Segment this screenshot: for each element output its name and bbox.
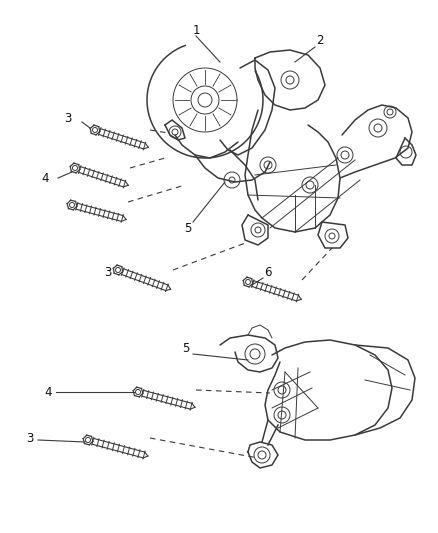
Text: 4: 4 (41, 172, 49, 184)
Text: 2: 2 (316, 34, 324, 46)
Text: 1: 1 (192, 23, 200, 36)
Text: 5: 5 (184, 222, 192, 235)
Text: 6: 6 (264, 265, 272, 279)
Text: 5: 5 (182, 342, 190, 354)
Text: 4: 4 (44, 385, 52, 399)
Text: 3: 3 (104, 265, 112, 279)
Text: 3: 3 (64, 111, 72, 125)
Text: 3: 3 (26, 432, 34, 445)
